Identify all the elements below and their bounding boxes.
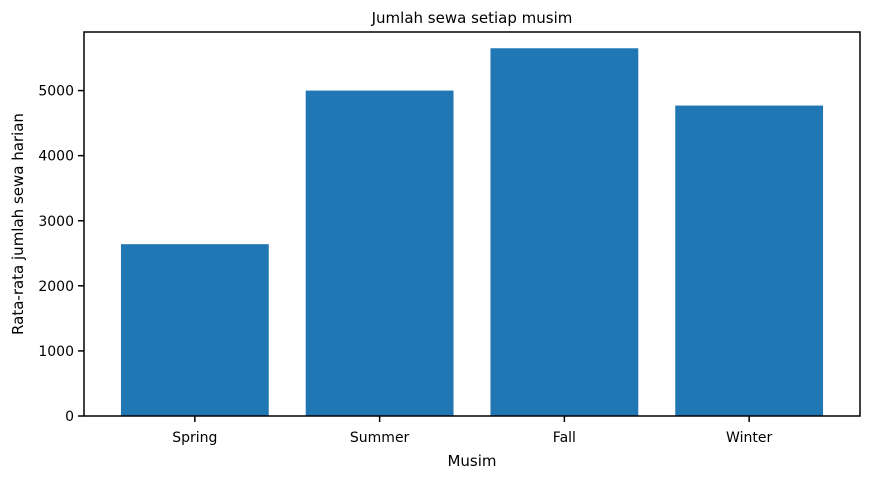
x-tick-label: Spring [172, 430, 217, 446]
y-tick-label: 2000 [38, 279, 74, 295]
y-tick-label: 0 [65, 409, 74, 425]
bar-winter [675, 105, 824, 417]
x-tick-label: Fall [553, 430, 576, 446]
plot-frame [83, 31, 861, 417]
bars-layer [120, 48, 824, 417]
chart-title: Jumlah sewa setiap musim [371, 9, 573, 27]
x-tick-label: Summer [350, 430, 410, 446]
y-axis-ticks: 0 1000 2000 3000 4000 5000 [38, 84, 84, 425]
bar-fall [490, 48, 639, 417]
x-tick-label: Winter [726, 430, 772, 446]
x-axis-label: Musim [447, 452, 496, 470]
bar-spring [120, 244, 269, 416]
y-tick-label: 3000 [38, 214, 74, 230]
y-tick-label: 4000 [38, 149, 74, 165]
y-tick-label: 1000 [38, 344, 74, 360]
y-axis-label: Rata-rata jumlah sewa harian [9, 113, 27, 335]
bar-summer [305, 90, 454, 416]
y-tick-label: 5000 [38, 84, 74, 100]
x-axis-ticks: Spring Summer Fall Winter [172, 416, 772, 446]
